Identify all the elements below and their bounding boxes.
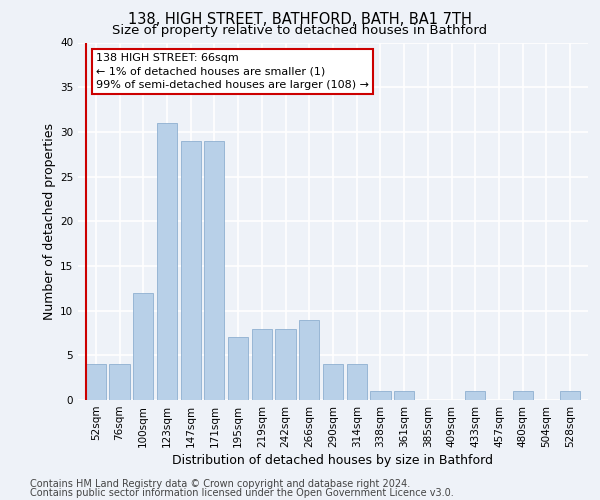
Bar — [512, 391, 533, 400]
Bar — [228, 338, 248, 400]
Bar — [299, 320, 319, 400]
Bar — [205, 141, 224, 400]
Bar — [181, 141, 201, 400]
Text: Size of property relative to detached houses in Bathford: Size of property relative to detached ho… — [112, 24, 488, 37]
Bar — [560, 391, 580, 400]
Text: 138 HIGH STREET: 66sqm
← 1% of detached houses are smaller (1)
99% of semi-detac: 138 HIGH STREET: 66sqm ← 1% of detached … — [96, 53, 369, 90]
Y-axis label: Number of detached properties: Number of detached properties — [43, 122, 56, 320]
Bar — [275, 328, 296, 400]
Bar — [109, 364, 130, 400]
Bar — [465, 391, 485, 400]
Bar — [252, 328, 272, 400]
Text: Contains HM Land Registry data © Crown copyright and database right 2024.: Contains HM Land Registry data © Crown c… — [30, 479, 410, 489]
Bar — [133, 293, 154, 400]
Bar — [370, 391, 391, 400]
Bar — [394, 391, 414, 400]
Bar — [86, 364, 106, 400]
Text: Contains public sector information licensed under the Open Government Licence v3: Contains public sector information licen… — [30, 488, 454, 498]
Bar — [347, 364, 367, 400]
Bar — [157, 123, 177, 400]
X-axis label: Distribution of detached houses by size in Bathford: Distribution of detached houses by size … — [173, 454, 493, 467]
Bar — [323, 364, 343, 400]
Text: 138, HIGH STREET, BATHFORD, BATH, BA1 7TH: 138, HIGH STREET, BATHFORD, BATH, BA1 7T… — [128, 12, 472, 26]
